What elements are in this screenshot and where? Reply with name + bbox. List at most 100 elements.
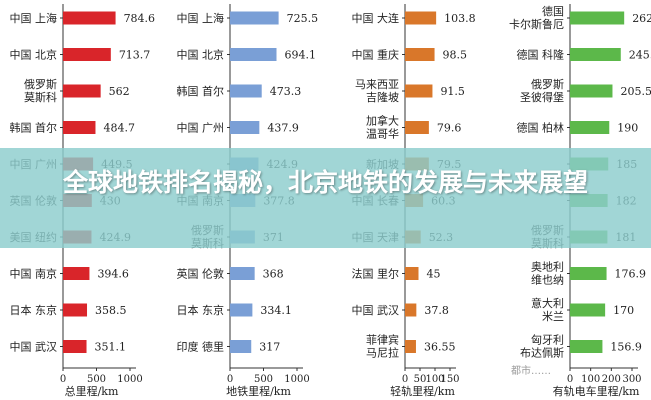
x-tick-label: 1000 [117, 374, 142, 385]
x-axis-label: 有轨电车里程/km [553, 384, 640, 398]
data-label: 694.1 [285, 49, 317, 62]
x-tick-label: 200 [602, 374, 621, 385]
category-label: 吉隆坡 [366, 90, 399, 104]
category-label: 马来西亚 [355, 78, 399, 91]
data-label: 91.5 [440, 85, 465, 98]
data-label: 36.55 [424, 341, 456, 354]
category-label: 德国 柏林 [517, 121, 565, 135]
category-label: 中国 北京 [10, 48, 58, 62]
bar [570, 303, 606, 317]
bar [63, 303, 88, 317]
category-label: 德国 [542, 4, 564, 18]
category-label: 日本 东京 [177, 303, 225, 317]
data-label: 79.6 [437, 122, 462, 135]
bar [63, 340, 87, 353]
bar [230, 303, 253, 317]
data-label: 394.6 [97, 268, 129, 281]
data-label: 351.1 [95, 341, 127, 354]
data-label: 334.1 [260, 304, 292, 317]
bar [570, 267, 607, 280]
bar [405, 84, 433, 98]
bar [570, 84, 613, 98]
data-label: 245.7 [629, 49, 651, 62]
bar [63, 48, 111, 61]
data-label: 725.5 [287, 12, 319, 25]
x-tick-label: 0 [60, 374, 66, 385]
data-label: 176.9 [615, 268, 647, 281]
data-label: 562 [109, 85, 130, 98]
watermark: 都市…… [511, 366, 551, 377]
bar [63, 84, 101, 98]
category-label: 英国 伦敦 [177, 267, 225, 281]
category-label: 俄罗斯 [24, 78, 57, 91]
category-label: 韩国 首尔 [177, 84, 225, 98]
data-label: 473.3 [270, 85, 302, 98]
data-label: 37.8 [424, 304, 449, 317]
bar [230, 11, 279, 25]
bar [570, 11, 625, 25]
x-tick-label: 50 [414, 374, 427, 385]
data-label: 437.9 [267, 122, 299, 135]
category-label: 卡尔斯鲁厄 [509, 17, 564, 31]
x-axis-label: 总里程/km [65, 384, 119, 398]
x-tick-label: 0 [227, 374, 233, 385]
category-label: 菲律宾 [366, 333, 399, 347]
bar [405, 11, 437, 25]
data-label: 484.7 [103, 122, 135, 135]
category-label: 莫斯科 [24, 90, 57, 104]
bar [63, 267, 90, 280]
data-label: 170 [613, 304, 634, 317]
category-label: 匈牙利 [531, 333, 564, 347]
category-label: 德国 科隆 [517, 48, 565, 62]
title-banner [0, 148, 651, 248]
x-tick-label: 500 [87, 374, 106, 385]
category-label: 法国 里尔 [352, 267, 400, 281]
data-label: 262.2 [632, 12, 651, 25]
bar [63, 11, 116, 25]
category-label: 中国 南京 [10, 267, 58, 281]
category-label: 中国 上海 [177, 11, 225, 25]
bar [570, 121, 610, 134]
x-tick-label: 150 [440, 374, 459, 385]
category-label: 中国 广州 [177, 122, 225, 135]
data-label: 713.7 [119, 49, 151, 62]
category-label: 韩国 首尔 [10, 121, 58, 135]
category-label: 布达佩斯 [520, 346, 564, 360]
category-label: 中国 武汉 [10, 341, 58, 354]
banner-title: 全球地铁排名揭秘，北京地铁的发展与未来展望 [62, 168, 588, 197]
category-label: 俄罗斯 [531, 78, 564, 91]
x-axis-label: 地铁里程/km [226, 385, 291, 398]
bar [230, 48, 277, 61]
category-label: 日本 东京 [10, 303, 58, 317]
bar [570, 48, 621, 61]
data-label: 45 [427, 268, 441, 281]
data-label: 358.5 [95, 304, 127, 317]
x-tick-label: 0 [402, 374, 408, 385]
data-label: 317 [259, 341, 280, 354]
category-label: 温哥华 [366, 127, 399, 141]
x-tick-label: 100 [425, 374, 444, 385]
bar [405, 121, 429, 134]
data-label: 205.5 [620, 85, 651, 98]
category-label: 中国 武汉 [352, 304, 400, 317]
x-tick-label: 0 [567, 374, 573, 385]
data-label: 103.8 [444, 12, 476, 25]
category-label: 中国 上海 [10, 11, 58, 25]
category-label: 中国 北京 [177, 48, 225, 62]
data-label: 368 [263, 268, 284, 281]
category-label: 维也纳 [531, 274, 564, 287]
category-label: 中国 大连 [352, 11, 400, 25]
x-axis-label: 轻轨里程/km [390, 384, 455, 398]
category-label: 印度 德里 [177, 340, 225, 354]
category-label: 马尼拉 [366, 346, 399, 360]
bar [230, 84, 262, 98]
category-label: 意大利 [531, 296, 564, 310]
category-label: 圣彼得堡 [520, 90, 564, 104]
bar [230, 267, 255, 280]
bar [63, 121, 96, 134]
category-label: 奥地利 [531, 260, 564, 274]
data-label: 190 [617, 122, 638, 135]
bar [570, 340, 603, 353]
x-tick-label: 1000 [284, 374, 309, 385]
bar [405, 340, 416, 353]
